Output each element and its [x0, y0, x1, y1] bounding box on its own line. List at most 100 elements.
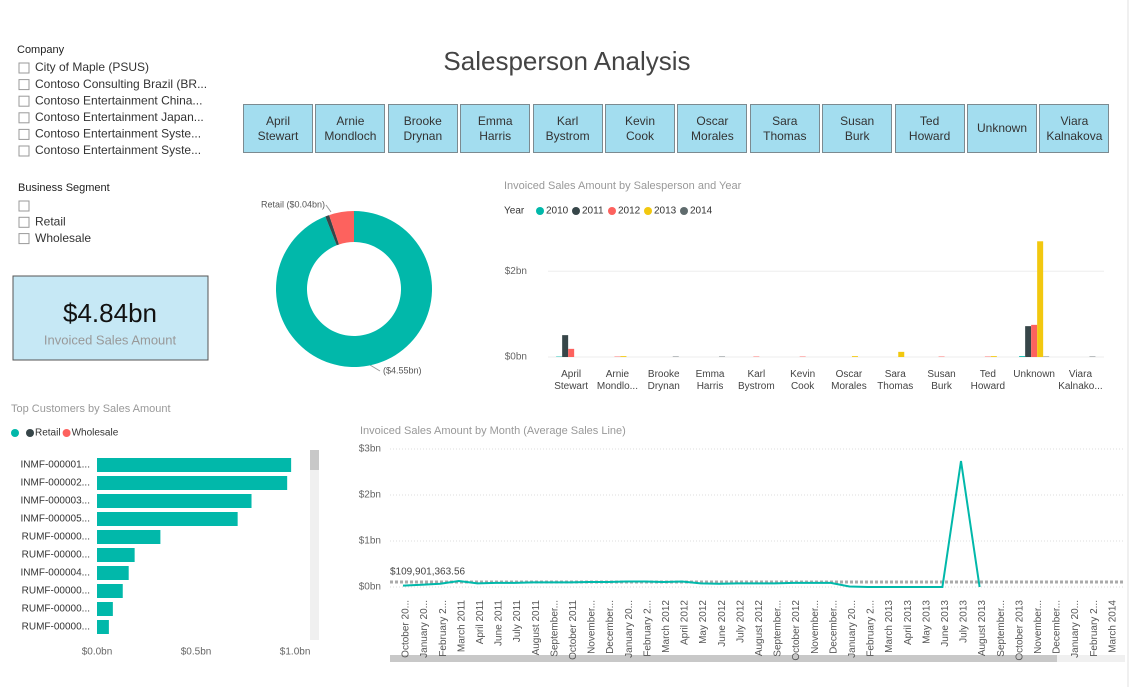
- x-tick-label: October 2011: [568, 600, 579, 660]
- x-tick-label: August 2012: [754, 600, 765, 657]
- button-label: Stewart: [257, 128, 299, 143]
- slicer-button[interactable]: Arnie Mondloch: [315, 104, 386, 153]
- x-tick-label: December...: [1052, 600, 1063, 654]
- legend-label: 2010: [546, 206, 569, 217]
- chart-title: Invoiced Sales Amount by Month (Average …: [360, 425, 626, 437]
- button-label: Oscar: [696, 113, 729, 128]
- bar: [851, 356, 858, 357]
- bar: [97, 512, 238, 526]
- x-tick-label: August 2011: [531, 600, 542, 656]
- x-tick-label: April 2013: [903, 600, 914, 645]
- slicer-button[interactable]: Karl Bystrom: [532, 104, 603, 153]
- legend-dot: [572, 207, 580, 215]
- button-label: April: [265, 113, 290, 128]
- bar: [990, 356, 997, 357]
- x-tick-label: June 2012: [717, 600, 728, 647]
- checkbox[interactable]: [18, 95, 30, 107]
- bar: [1025, 326, 1032, 357]
- x-tick-label: $0.5bn: [181, 647, 212, 658]
- x-tick-label: November...: [1033, 600, 1044, 654]
- button-label: Drynan: [403, 128, 443, 143]
- y-tick-label: RUMF-00000...: [22, 604, 90, 615]
- x-tick-label: Oscar Morales: [831, 369, 867, 392]
- x-tick-label: Emma Harris: [695, 369, 725, 392]
- checkbox[interactable]: [18, 79, 30, 91]
- slicer-button[interactable]: Brooke Drynan: [387, 104, 458, 153]
- slicer-item: Retail: [35, 214, 66, 228]
- slicer-button[interactable]: Viara Kalnakova: [1039, 104, 1110, 153]
- bar: [1031, 324, 1038, 357]
- checkbox[interactable]: [18, 128, 30, 140]
- checkbox[interactable]: [18, 62, 30, 74]
- x-tick-label: October 2012: [791, 600, 802, 661]
- bar: [97, 494, 252, 508]
- button-label: Morales: [691, 128, 734, 143]
- slicer-button[interactable]: Unknown: [967, 104, 1037, 153]
- bar: [97, 530, 161, 544]
- button-label: Kevin: [624, 113, 656, 128]
- button-label: Cook: [625, 128, 654, 143]
- button-label: Howard: [908, 128, 951, 143]
- x-tick-label: Susan Burk: [927, 369, 956, 392]
- button-label: Brooke: [403, 113, 442, 128]
- x-tick-label: December...: [605, 600, 616, 654]
- x-tick-label: September...: [996, 600, 1007, 657]
- legend-title: Year: [504, 206, 525, 217]
- y-tick-label: INMF-000003...: [21, 496, 90, 507]
- x-tick-label: February 2...: [866, 600, 877, 657]
- x-tick-label: July 2011: [512, 600, 523, 643]
- checkbox[interactable]: [18, 145, 30, 157]
- x-tick-label: April 2011: [475, 600, 486, 645]
- x-tick-label: Sara Thomas: [877, 369, 914, 392]
- scroll-thumb[interactable]: [310, 450, 319, 470]
- checkbox[interactable]: [18, 233, 30, 245]
- slicer-item: Contoso Entertainment Syste...: [35, 127, 201, 141]
- scrollbar[interactable]: [310, 450, 319, 640]
- slicer-button[interactable]: Ted Howard: [894, 104, 965, 153]
- button-label: Emma: [477, 113, 513, 128]
- x-tick-label: Unknown: [1013, 369, 1055, 380]
- kpi-card: [12, 275, 209, 361]
- x-tick-label: $0.0bn: [82, 647, 113, 658]
- checkbox[interactable]: [18, 200, 30, 212]
- slicer-item: Contoso Entertainment Syste...: [35, 143, 201, 157]
- legend-label: 2011: [582, 206, 604, 217]
- x-tick-label: April 2012: [680, 600, 691, 645]
- x-tick-label: July 2013: [959, 600, 970, 643]
- checkbox[interactable]: [18, 216, 30, 228]
- x-tick-label: Arnie Mondlo...: [596, 369, 638, 392]
- bar: [562, 335, 569, 357]
- bar: [1037, 241, 1044, 357]
- x-tick-label: April Stewart: [554, 369, 589, 392]
- x-tick-label: February 2...: [438, 600, 449, 657]
- x-tick-label: July 2012: [735, 600, 746, 643]
- y-tick-label: INMF-000004...: [21, 568, 90, 579]
- y-tick-label: INMF-000002...: [21, 478, 90, 489]
- x-tick-label: November...: [587, 600, 598, 654]
- y-tick-label: RUMF-00000...: [22, 550, 90, 561]
- slicer-button[interactable]: Sara Thomas: [749, 104, 820, 153]
- x-tick-label: February 2...: [1089, 600, 1100, 657]
- scroll-thumb[interactable]: [390, 655, 1057, 662]
- x-tick-label: Kevin Cook: [790, 369, 816, 392]
- slicer-button[interactable]: April Stewart: [243, 104, 313, 153]
- y-tick-label: INMF-000005...: [21, 514, 90, 525]
- chart-title: Top Customers by Sales Amount: [11, 403, 171, 415]
- checkbox[interactable]: [18, 112, 30, 124]
- button-label: Arnie: [336, 113, 365, 128]
- y-tick-label: $2bn: [505, 266, 527, 277]
- slicer-button[interactable]: Susan Burk: [822, 104, 893, 153]
- bar: [97, 566, 129, 580]
- x-tick-label: September...: [549, 600, 560, 657]
- bar: [97, 476, 288, 490]
- y-tick-label: $0bn: [359, 582, 381, 593]
- button-label: Mondloch: [324, 128, 377, 143]
- x-tick-label: January 20...: [419, 600, 430, 658]
- slicer-button[interactable]: Emma Harris: [460, 104, 531, 153]
- slicer-button[interactable]: Kevin Cook: [605, 104, 675, 153]
- chart-title: Invoiced Sales Amount by Salesperson and…: [504, 180, 742, 192]
- donut-slice: [276, 211, 433, 367]
- slicer-button[interactable]: Oscar Morales: [677, 104, 748, 153]
